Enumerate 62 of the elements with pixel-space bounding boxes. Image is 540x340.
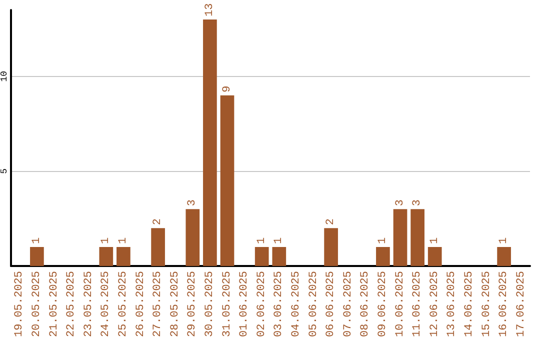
x-tick-label: 29.05.2025 [186, 270, 199, 338]
data-label: 1 [428, 237, 441, 244]
data-label: 1 [117, 237, 130, 244]
x-tick-label: 01.06.2025 [238, 270, 251, 338]
x-tick-label: 27.05.2025 [152, 270, 164, 338]
bar [393, 209, 408, 266]
bar [497, 247, 511, 266]
bar [220, 95, 234, 266]
x-tick-label: 24.05.2025 [100, 270, 112, 338]
x-tick-label: 15.06.2025 [480, 270, 493, 338]
bar [254, 247, 269, 266]
data-label: 1 [100, 237, 112, 244]
data-label: 1 [256, 237, 268, 244]
x-tick-label: 11.06.2025 [412, 270, 424, 338]
x-tick-label: 23.05.2025 [82, 270, 95, 338]
y-tick-label: 10 [0, 70, 10, 82]
x-tick-label: 02.06.2025 [256, 270, 268, 338]
x-tick-label: 28.05.2025 [169, 270, 182, 338]
x-tick-label: 04.06.2025 [290, 270, 302, 338]
bar [428, 247, 442, 266]
bar [151, 228, 165, 266]
bar [30, 247, 44, 266]
data-label: 2 [325, 218, 338, 226]
x-tick-label: 19.05.2025 [14, 270, 26, 338]
data-label: 13 [204, 3, 216, 16]
data-label: 1 [498, 237, 510, 244]
x-tick-label: 09.06.2025 [376, 270, 389, 338]
x-tick-label: 12.06.2025 [428, 270, 441, 338]
bar [99, 247, 114, 266]
data-label: 3 [412, 199, 424, 206]
x-tick-label: 25.05.2025 [117, 270, 130, 338]
data-label: 1 [30, 237, 43, 244]
bar [324, 228, 338, 266]
bar [116, 247, 130, 266]
x-tick-label: 10.06.2025 [394, 270, 406, 338]
x-tick-label: 26.05.2025 [134, 270, 147, 338]
data-label: 3 [186, 199, 199, 206]
x-tick-label: 07.06.2025 [342, 270, 354, 338]
x-tick-label: 05.06.2025 [308, 270, 320, 338]
data-label: 1 [376, 237, 389, 244]
bar [186, 209, 200, 266]
bar [376, 247, 390, 266]
bar [410, 209, 424, 266]
x-tick-label: 08.06.2025 [360, 270, 372, 338]
data-label: 3 [394, 199, 406, 206]
x-tick-label: 31.05.2025 [221, 270, 234, 338]
x-tick-label: 21.05.2025 [48, 270, 60, 338]
x-tick-label: 17.06.2025 [515, 270, 528, 338]
x-tick-label: 14.06.2025 [463, 270, 476, 338]
x-tick-label: 16.06.2025 [498, 270, 510, 338]
x-tick-label: 03.06.2025 [273, 270, 286, 338]
x-tick-label: 30.05.2025 [204, 270, 216, 338]
x-tick-label: 22.05.2025 [66, 270, 78, 338]
x-tick-label: 06.06.2025 [325, 270, 338, 338]
data-label: 1 [273, 237, 286, 244]
data-label: 2 [152, 218, 164, 226]
data-label: 9 [221, 86, 234, 92]
bar [203, 19, 217, 266]
x-tick-label: 13.06.2025 [446, 270, 458, 338]
x-tick-label: 20.05.2025 [30, 270, 43, 338]
y-tick-label: 5 [0, 168, 10, 174]
bar [272, 247, 286, 266]
